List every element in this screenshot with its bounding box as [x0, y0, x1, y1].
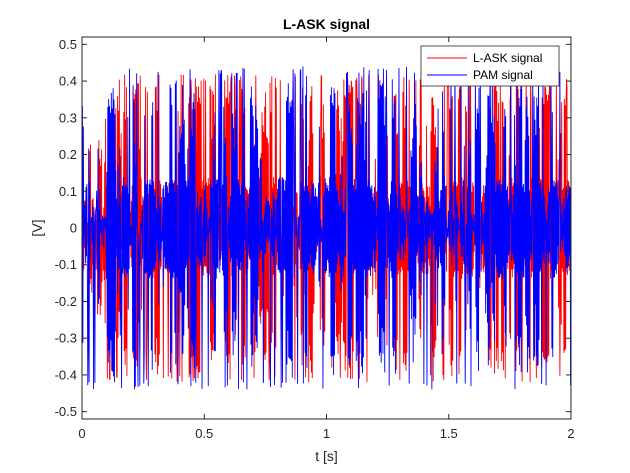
y-tick-label: 0.1 [59, 184, 77, 199]
series-line-pam [82, 66, 571, 390]
y-tick-label: -0.3 [55, 331, 77, 346]
x-tick-label: 0 [78, 426, 85, 441]
x-tick-label: 2 [567, 426, 574, 441]
y-tick-label: -0.1 [55, 257, 77, 272]
x-tick-label: 0.5 [195, 426, 213, 441]
y-tick-label: -0.5 [55, 404, 77, 419]
y-tick-label: 0.2 [59, 147, 77, 162]
tick-layer: 0 0.5 1 1.5 2 -0.5 -0.4 -0.3 -0.2 -0.1 0 0.1 0.2 0.3 0… [55, 37, 575, 441]
x-tick-label: 1 [323, 426, 330, 441]
y-tick-label: 0.3 [59, 110, 77, 125]
y-tick-label: 0.5 [59, 37, 77, 52]
legend: L-ASK signal PAM signal [420, 45, 560, 87]
legend-label-l-ask: L-ASK signal [473, 51, 542, 65]
x-axis-label: t [s] [315, 448, 338, 464]
y-axis-label: [V] [29, 219, 45, 236]
series-layer [82, 66, 571, 390]
chart-title: L-ASK signal [283, 16, 370, 32]
x-tick-label: 1.5 [440, 426, 458, 441]
y-tick-label: -0.4 [55, 367, 77, 382]
y-tick-label: 0.4 [59, 74, 77, 89]
y-tick-label: 0 [70, 221, 77, 236]
y-tick-label: -0.2 [55, 294, 77, 309]
legend-box [420, 45, 560, 87]
legend-label-pam: PAM signal [473, 68, 533, 82]
